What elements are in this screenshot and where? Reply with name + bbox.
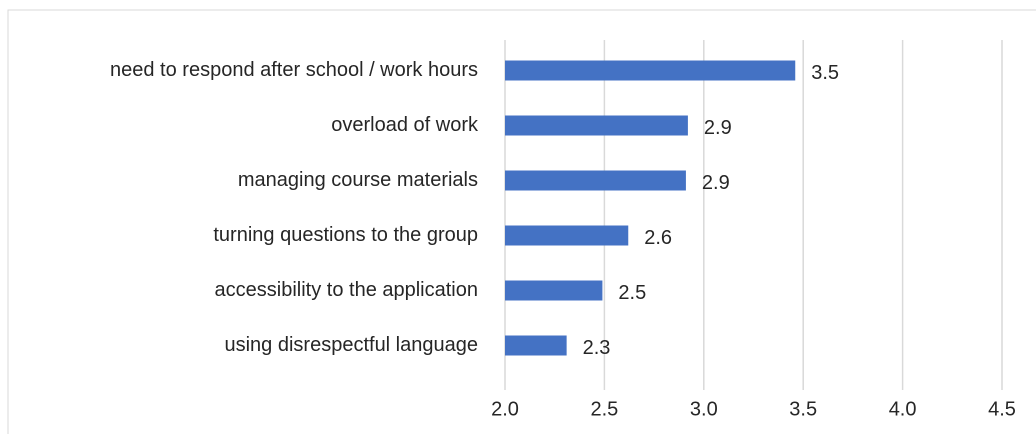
y-tick-label: using disrespectful language	[224, 334, 478, 356]
y-tick-label: accessibility to the application	[215, 279, 478, 301]
chart-frame	[7, 9, 1036, 434]
x-tick-label: 3.0	[690, 398, 718, 420]
y-tick-label: managing course materials	[238, 169, 478, 191]
x-tick-label: 2.5	[590, 398, 618, 420]
bar	[505, 60, 796, 81]
y-tick-label: need to respond after school / work hour…	[110, 59, 478, 81]
bar	[505, 335, 567, 356]
x-tick-label: 4.5	[988, 398, 1016, 420]
value-label: 2.5	[618, 282, 646, 304]
bar	[505, 115, 688, 136]
y-tick-label: turning questions to the group	[213, 224, 478, 246]
value-label: 2.6	[644, 227, 672, 249]
x-tick-label: 4.0	[889, 398, 917, 420]
bar	[505, 170, 686, 191]
x-tick-label: 3.5	[789, 398, 817, 420]
x-tick-label: 2.0	[491, 398, 519, 420]
value-label: 2.9	[704, 117, 732, 139]
value-label: 3.5	[811, 62, 839, 84]
value-label: 2.3	[583, 337, 611, 359]
value-label: 2.9	[702, 172, 730, 194]
bar	[505, 280, 603, 301]
bar	[505, 225, 629, 246]
y-tick-label: overload of work	[331, 114, 479, 136]
